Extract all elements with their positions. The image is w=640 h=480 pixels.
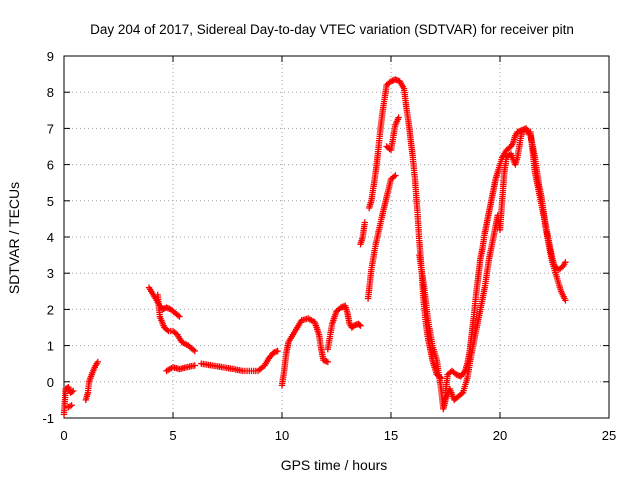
grid-lines (64, 56, 609, 418)
series-lower-segment (416, 128, 569, 413)
y-tick-label: 2 (47, 302, 54, 317)
y-tick-label: 8 (47, 85, 54, 100)
series-upper-segment (65, 402, 75, 411)
series-upper-segment (366, 76, 445, 382)
y-tick-label: 6 (47, 158, 54, 173)
data-points (60, 76, 569, 418)
series-upper-segment (145, 284, 183, 320)
series-upper-segment (278, 315, 331, 389)
x-tick-label: 25 (602, 428, 616, 443)
axis-ticks (63, 55, 610, 419)
y-tick-label: 7 (47, 121, 54, 136)
series-upper-segment (324, 302, 364, 353)
series-upper-segment (60, 384, 77, 418)
x-axis-label: GPS time / hours (281, 457, 388, 473)
series-upper-segment (82, 358, 101, 404)
y-tick-label: 9 (47, 49, 54, 64)
y-axis-label: SDTVAR / TECUs (6, 182, 22, 294)
y-tick-labels: -1 0 1 2 3 4 5 6 7 8 9 (42, 49, 54, 426)
series-upper-segment (198, 347, 281, 375)
x-tick-label: 5 (169, 428, 176, 443)
y-tick-label: 3 (47, 266, 54, 281)
y-tick-label: 0 (47, 375, 54, 390)
series-lower-segment (383, 114, 402, 154)
series-lower-segment (163, 362, 198, 375)
series-upper-segment (357, 219, 368, 248)
chart-title: Day 204 of 2017, Sidereal Day-to-day VTE… (90, 22, 574, 37)
x-tick-label: 10 (275, 428, 289, 443)
y-tick-label: 5 (47, 194, 54, 209)
x-tick-label: 0 (60, 428, 67, 443)
series-lower-segment (364, 172, 399, 302)
y-tick-label: -1 (42, 411, 54, 426)
y-tick-label: 1 (47, 339, 54, 354)
x-tick-label: 15 (384, 428, 398, 443)
x-tick-label: 20 (493, 428, 507, 443)
series-upper-segment (154, 291, 198, 355)
y-tick-label: 4 (47, 230, 54, 245)
x-tick-labels: 0 5 10 15 20 25 (60, 428, 616, 443)
